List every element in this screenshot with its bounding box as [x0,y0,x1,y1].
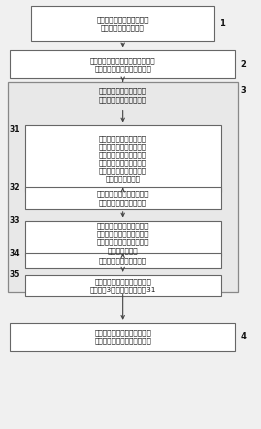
Text: 1: 1 [219,19,225,28]
Text: 31: 31 [9,125,20,134]
Text: 3: 3 [240,86,246,94]
Text: 为每个处理器核创建一个线程，并
对最小代价流问题进行初始化: 为每个处理器核创建一个线程，并 对最小代价流问题进行初始化 [90,57,156,72]
FancyBboxPatch shape [25,125,221,192]
Text: 4: 4 [240,332,246,341]
FancyBboxPatch shape [25,187,221,209]
FancyBboxPatch shape [25,253,221,268]
Text: 从该处理器的任务队列顶
部中抓取一定的数量的过
剩流节点；如果自身任务
队列为空，尝试随机从其
他处理器队列的底部获取
一个任务进行处理: 从该处理器的任务队列顶 部中抓取一定的数量的过 剩流节点；如果自身任务 队列为空… [99,135,147,182]
Text: 34: 34 [9,249,20,257]
Text: 对需要处理的过剩流节点进
行推流或重标记操作；将新
产生的过剩流节点放入自身
任务队列的顶部: 对需要处理的过剩流节点进 行推流或重标记操作；将新 产生的过剩流节点放入自身 任… [96,223,149,254]
Text: 将集成电路设计自动化问题
转化为最小代价流问题: 将集成电路设计自动化问题 转化为最小代价流问题 [96,16,149,31]
Text: 33: 33 [9,216,20,225]
FancyBboxPatch shape [10,50,235,78]
FancyBboxPatch shape [31,6,214,41]
Text: 对于每个处理器核利用并
行最小代价流处理网络图: 对于每个处理器核利用并 行最小代价流处理网络图 [99,88,147,103]
Text: 2: 2 [240,60,246,69]
FancyBboxPatch shape [10,323,235,351]
Text: 后处理最小代价流的结果得到
集成电路设计自动化问题的解: 后处理最小代价流的结果得到 集成电路设计自动化问题的解 [94,329,151,344]
Text: 对于每一个过剩流节点进行
二次检测确定其需要处理: 对于每一个过剩流节点进行 二次检测确定其需要处理 [96,191,149,205]
Text: 同步成功时，减小收缩因子，
返回步骤3；否则返回分步骤31: 同步成功时，减小收缩因子， 返回步骤3；否则返回分步骤31 [90,278,156,293]
Text: 35: 35 [9,270,20,279]
FancyBboxPatch shape [25,221,221,256]
Text: 与其他处理器核进行同步: 与其他处理器核进行同步 [99,257,147,264]
FancyBboxPatch shape [25,275,221,296]
Text: 32: 32 [9,183,20,192]
FancyBboxPatch shape [8,82,238,292]
